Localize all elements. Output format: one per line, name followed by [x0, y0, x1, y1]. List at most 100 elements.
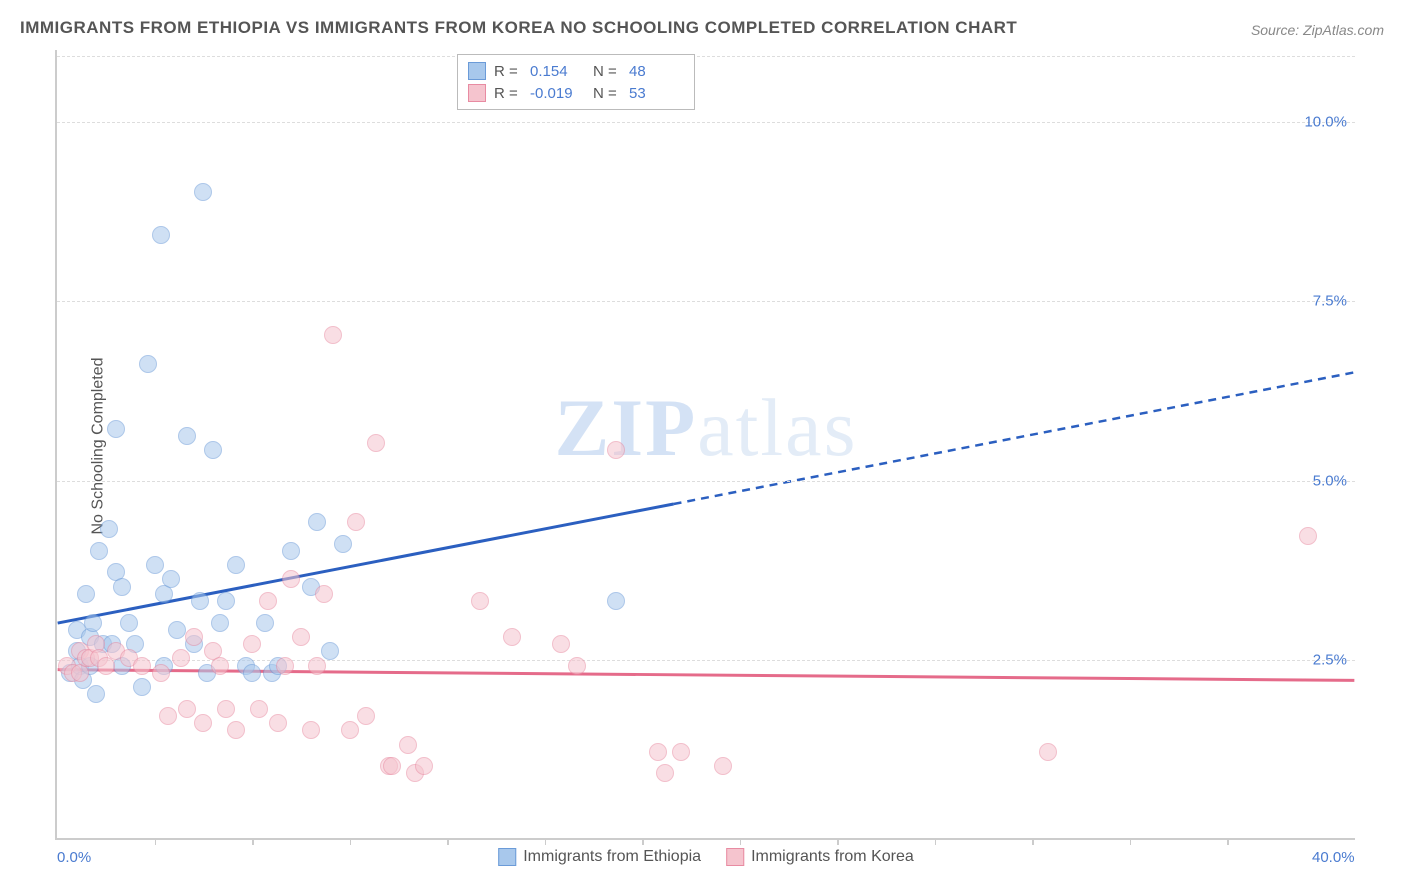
legend-series-label: Immigrants from Korea: [751, 848, 914, 866]
plot-area: ZIPatlas 2.5%5.0%7.5%10.0%0.0%40.0% R =0…: [55, 50, 1355, 840]
y-tick-label: 5.0%: [1313, 472, 1347, 489]
x-tick-label: 0.0%: [57, 849, 91, 866]
scatter-point: [552, 635, 570, 653]
scatter-point: [321, 642, 339, 660]
source-attribution: Source: ZipAtlas.com: [1251, 22, 1384, 38]
scatter-point: [282, 570, 300, 588]
x-tick-mark: [1227, 838, 1229, 845]
scatter-point: [194, 714, 212, 732]
legend-n-label: N =: [593, 63, 621, 80]
x-tick-mark: [642, 838, 644, 845]
scatter-point: [672, 743, 690, 761]
legend-correlation-box: R = 0.154 N = 48 R = -0.019 N = 53: [457, 54, 695, 110]
legend-swatch: [468, 62, 486, 80]
scatter-point: [568, 657, 586, 675]
grid-line: [57, 122, 1355, 123]
x-tick-mark: [155, 838, 157, 845]
scatter-point: [341, 721, 359, 739]
x-tick-mark: [545, 838, 547, 845]
scatter-point: [152, 226, 170, 244]
scatter-point: [315, 585, 333, 603]
x-tick-mark: [350, 838, 352, 845]
legend-swatch: [498, 848, 516, 866]
scatter-point: [146, 556, 164, 574]
y-tick-label: 7.5%: [1313, 293, 1347, 310]
scatter-point: [367, 434, 385, 452]
scatter-point: [113, 578, 131, 596]
scatter-point: [250, 700, 268, 718]
scatter-point: [324, 326, 342, 344]
scatter-point: [178, 427, 196, 445]
scatter-point: [714, 757, 732, 775]
scatter-point: [302, 721, 320, 739]
legend-r-label: R =: [494, 85, 522, 102]
grid-line: [57, 481, 1355, 482]
scatter-point: [217, 592, 235, 610]
scatter-point: [178, 700, 196, 718]
scatter-point: [217, 700, 235, 718]
x-tick-mark: [1130, 838, 1132, 845]
scatter-point: [185, 628, 203, 646]
scatter-point: [383, 757, 401, 775]
grid-line: [57, 301, 1355, 302]
scatter-point: [100, 520, 118, 538]
scatter-point: [107, 420, 125, 438]
legend-n-value: 48: [629, 63, 684, 80]
x-tick-mark: [935, 838, 937, 845]
scatter-point: [172, 649, 190, 667]
scatter-point: [227, 721, 245, 739]
scatter-point: [1039, 743, 1057, 761]
scatter-point: [159, 707, 177, 725]
scatter-point: [415, 757, 433, 775]
scatter-point: [139, 355, 157, 373]
scatter-point: [120, 614, 138, 632]
x-tick-mark: [252, 838, 254, 845]
scatter-point: [87, 685, 105, 703]
scatter-point: [308, 513, 326, 531]
legend-row: R = 0.154 N = 48: [468, 60, 684, 82]
scatter-point: [243, 664, 261, 682]
scatter-point: [77, 585, 95, 603]
y-tick-label: 2.5%: [1313, 652, 1347, 669]
watermark-rest: atlas: [697, 382, 857, 473]
legend-swatch: [726, 848, 744, 866]
scatter-point: [282, 542, 300, 560]
scatter-point: [649, 743, 667, 761]
legend-series-item: Immigrants from Korea: [726, 848, 914, 866]
legend-swatch: [468, 84, 486, 102]
y-tick-label: 10.0%: [1304, 113, 1347, 130]
chart-svg: [57, 50, 1355, 838]
scatter-point: [152, 664, 170, 682]
scatter-point: [227, 556, 245, 574]
scatter-point: [90, 542, 108, 560]
legend-r-label: R =: [494, 63, 522, 80]
scatter-point: [334, 535, 352, 553]
legend-r-value: -0.019: [530, 85, 585, 102]
scatter-point: [191, 592, 209, 610]
scatter-point: [211, 614, 229, 632]
x-tick-label: 40.0%: [1312, 849, 1355, 866]
legend-r-value: 0.154: [530, 63, 585, 80]
x-tick-mark: [1032, 838, 1034, 845]
scatter-point: [256, 614, 274, 632]
scatter-point: [1299, 527, 1317, 545]
scatter-point: [471, 592, 489, 610]
x-tick-mark: [837, 838, 839, 845]
scatter-point: [194, 183, 212, 201]
scatter-point: [347, 513, 365, 531]
grid-line: [57, 56, 1355, 57]
scatter-point: [607, 592, 625, 610]
legend-n-label: N =: [593, 85, 621, 102]
scatter-point: [308, 657, 326, 675]
scatter-point: [84, 614, 102, 632]
scatter-point: [259, 592, 277, 610]
legend-series: Immigrants from EthiopiaImmigrants from …: [498, 848, 914, 866]
scatter-point: [399, 736, 417, 754]
scatter-point: [162, 570, 180, 588]
scatter-point: [292, 628, 310, 646]
scatter-point: [269, 714, 287, 732]
scatter-point: [133, 657, 151, 675]
legend-n-value: 53: [629, 85, 684, 102]
scatter-point: [211, 657, 229, 675]
scatter-point: [204, 441, 222, 459]
